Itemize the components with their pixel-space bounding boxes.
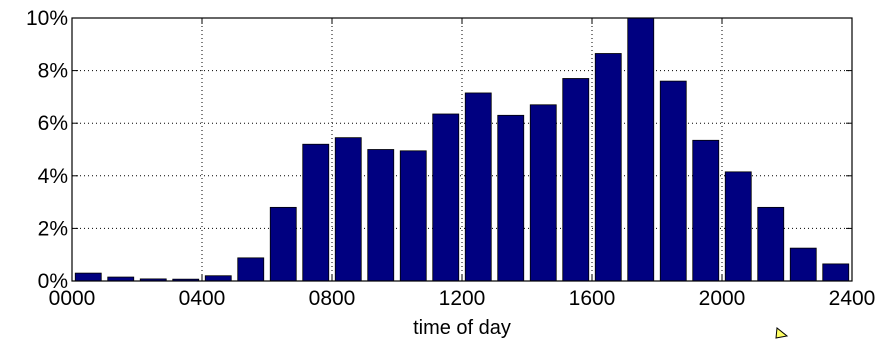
bar xyxy=(757,206,785,282)
bar xyxy=(464,92,492,282)
x-tick-label: 0800 xyxy=(309,287,356,310)
y-tick-labels: 0% 2% 4% 6% 8% 10% xyxy=(26,7,68,293)
bar xyxy=(692,139,720,282)
y-tick-label: 6% xyxy=(38,112,68,135)
bar xyxy=(497,114,525,282)
bar xyxy=(334,137,362,282)
y-tick-label: 0% xyxy=(38,270,68,293)
bar xyxy=(627,17,655,282)
y-tick-label: 2% xyxy=(38,217,68,240)
bar xyxy=(302,143,330,282)
bar xyxy=(74,272,102,282)
bar xyxy=(724,171,752,282)
x-tick-label: 0000 xyxy=(49,287,96,310)
bar xyxy=(789,247,817,282)
bar xyxy=(432,113,460,282)
bar xyxy=(269,206,297,282)
bar xyxy=(659,80,687,282)
x-tick-label: 1600 xyxy=(569,287,616,310)
x-tick-label: 1200 xyxy=(439,287,486,310)
x-tick-labels: 0000 0400 0800 1200 1600 2000 2400 xyxy=(49,287,876,310)
x-tick-label: 2000 xyxy=(699,287,746,310)
bar xyxy=(594,53,622,282)
bar xyxy=(237,257,265,282)
y-tick-label: 8% xyxy=(38,60,68,83)
x-tick-label: 2400 xyxy=(829,287,876,310)
bar xyxy=(399,150,427,282)
mouse-pointer-icon xyxy=(775,327,789,339)
y-tick-label: 10% xyxy=(26,7,68,30)
bar xyxy=(367,149,395,282)
x-axis-label: time of day xyxy=(413,317,511,339)
x-tick-label: 0400 xyxy=(179,287,226,310)
bar xyxy=(529,104,557,282)
bars xyxy=(74,17,850,282)
bar xyxy=(204,275,232,282)
bar xyxy=(562,78,590,282)
axis-ticks xyxy=(71,17,853,282)
bar xyxy=(822,263,850,282)
y-tick-label: 4% xyxy=(38,165,68,188)
